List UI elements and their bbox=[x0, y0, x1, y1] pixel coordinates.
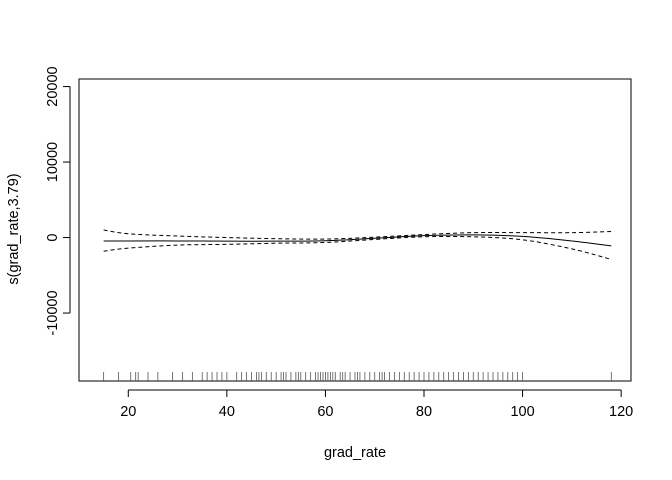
x-tick-label: 40 bbox=[219, 404, 235, 420]
y-tick-label: 10000 bbox=[45, 142, 61, 182]
x-tick-label: 60 bbox=[317, 404, 333, 420]
x-axis-label: grad_rate bbox=[324, 445, 386, 461]
plot-frame bbox=[78, 78, 632, 382]
series-layer bbox=[103, 229, 612, 260]
y-tick-label: -10000 bbox=[45, 290, 61, 335]
series-upper-line bbox=[103, 229, 612, 240]
series-fit-line bbox=[103, 234, 612, 247]
x-tick-label: 20 bbox=[120, 404, 136, 420]
y-tick-label: 0 bbox=[45, 234, 61, 242]
y-axis-label: s(grad_rate,3.79) bbox=[6, 173, 22, 284]
x-tick-label: 80 bbox=[416, 404, 432, 420]
y-axis: -10000 0 10000 20000 bbox=[45, 66, 71, 336]
series-lower-line bbox=[103, 235, 612, 260]
rug-layer bbox=[103, 372, 612, 381]
y-tick-label: 20000 bbox=[45, 66, 61, 106]
x-axis: 20 40 60 80 100 120 bbox=[120, 389, 633, 420]
x-tick-label: 120 bbox=[609, 404, 633, 420]
x-tick-label: 100 bbox=[510, 404, 534, 420]
